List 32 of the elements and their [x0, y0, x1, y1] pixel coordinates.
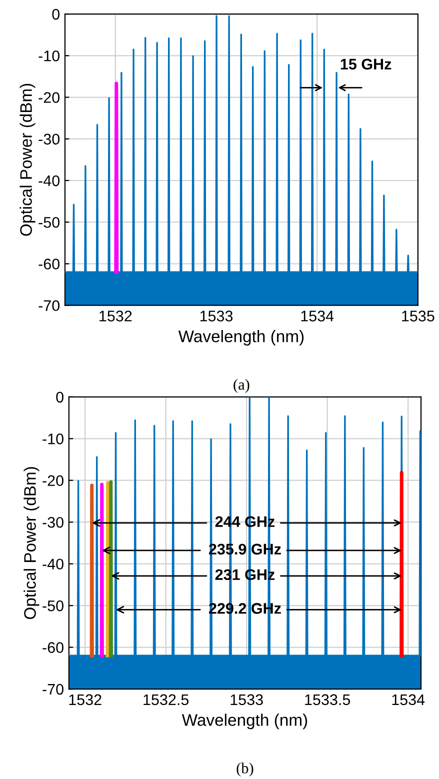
y-tick-label: -10 [38, 50, 60, 62]
y-tick-label: -50 [38, 216, 60, 228]
annotation: 15 GHz [340, 58, 392, 70]
y-tick-label: -70 [38, 300, 60, 312]
text: (b) [236, 762, 254, 777]
x-tick-label: 1532 [100, 310, 132, 322]
y-tick-label: -20 [42, 475, 64, 486]
y-tick-label: -40 [42, 558, 64, 570]
y-tick-label: -50 [42, 600, 64, 612]
x-tick-label: 1532 [69, 694, 102, 706]
y-tick-label: -30 [42, 516, 64, 528]
y-tick-label: -20 [38, 92, 60, 103]
y-tick-label: 0 [52, 8, 60, 20]
y-tick-label: -60 [42, 642, 64, 653]
text: (a) [234, 378, 250, 393]
x-axis-title: Wavelength (nm) [182, 714, 308, 730]
x-tick-label: 1533 [230, 694, 263, 706]
x-tick-label: 1535 [402, 310, 434, 322]
x-tick-label: 1533.5 [305, 694, 350, 706]
x-axis-title: Wavelength (nm) [178, 330, 304, 346]
x-tick-label: 1534 [392, 694, 425, 706]
y-tick-label: -30 [38, 134, 60, 145]
x-tick-label: 1532.5 [144, 694, 189, 706]
y-tick-label: -70 [42, 684, 64, 695]
y-axis-title: Optical Power (dBm) [20, 84, 36, 236]
x-tick-label: 1533 [200, 310, 233, 322]
x-tick-label: 1534 [301, 310, 334, 322]
y-tick-label: -60 [38, 258, 60, 270]
y-tick-label: -40 [38, 175, 60, 186]
y-axis-title: Optical Power (dBm) [24, 467, 40, 620]
y-tick-label: -10 [42, 434, 64, 444]
y-tick-label: 0 [56, 392, 64, 403]
